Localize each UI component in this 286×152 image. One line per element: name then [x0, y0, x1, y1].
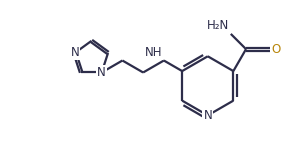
- Text: N: N: [97, 66, 106, 79]
- Text: H₂N: H₂N: [207, 19, 229, 33]
- Text: N: N: [70, 47, 79, 59]
- Text: N: N: [203, 109, 212, 122]
- Text: O: O: [271, 43, 280, 56]
- Text: NH: NH: [145, 46, 162, 59]
